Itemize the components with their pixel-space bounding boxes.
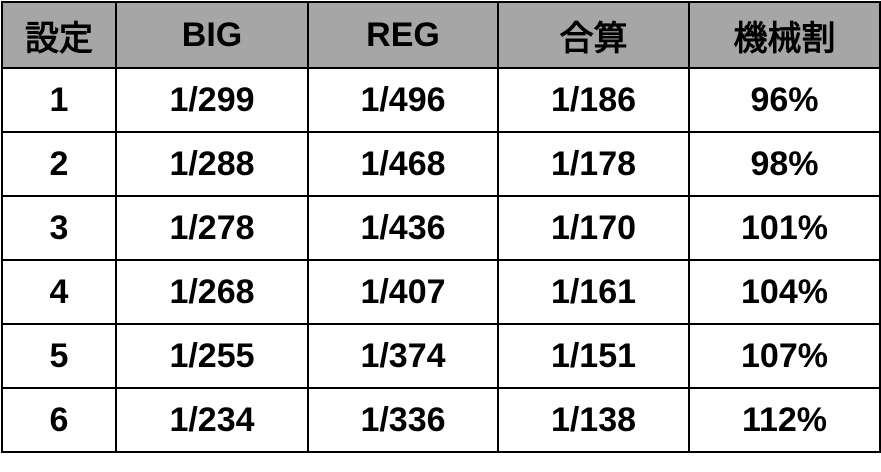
table-cell: 1/178: [497, 131, 690, 197]
table-cell: 1/170: [497, 195, 690, 261]
table-cell: 1/255: [115, 323, 309, 389]
table-cell: 104%: [688, 259, 881, 325]
table-cell: 112%: [688, 387, 881, 453]
table-cell: 1/436: [307, 195, 499, 261]
table-row: 5 1/255 1/374 1/151 107%: [1, 323, 881, 389]
table-cell: 96%: [688, 67, 881, 133]
table-cell: 1: [1, 67, 117, 133]
data-table: 設定 BIG REG 合算 機械割 1 1/299 1/496 1/186 96% 2 1/288 1…: [1, 1, 881, 453]
table-row: 6 1/234 1/336 1/138 112%: [1, 387, 881, 453]
table-cell: 1/268: [115, 259, 309, 325]
table-row: 2 1/288 1/468 1/178 98%: [1, 131, 881, 197]
table-cell: 101%: [688, 195, 881, 261]
table-cell: 1/374: [307, 323, 499, 389]
table-cell: 1/468: [307, 131, 499, 197]
header-cell: 合算: [497, 1, 690, 69]
table-row: 3 1/278 1/436 1/170 101%: [1, 195, 881, 261]
table-row: 1 1/299 1/496 1/186 96%: [1, 67, 881, 133]
header-cell: 設定: [1, 1, 117, 69]
header-cell: REG: [307, 1, 499, 69]
table-cell: 1/299: [115, 67, 309, 133]
table-cell: 2: [1, 131, 117, 197]
table-cell: 1/336: [307, 387, 499, 453]
table-cell: 1/138: [497, 387, 690, 453]
table-row: 4 1/268 1/407 1/161 104%: [1, 259, 881, 325]
table-cell: 1/234: [115, 387, 309, 453]
table-cell: 1/496: [307, 67, 499, 133]
header-cell: BIG: [115, 1, 309, 69]
table-cell: 3: [1, 195, 117, 261]
table-body: 1 1/299 1/496 1/186 96% 2 1/288 1/468 1/178 98% 3 1…: [1, 67, 881, 453]
table-cell: 1/407: [307, 259, 499, 325]
header-row: 設定 BIG REG 合算 機械割: [1, 1, 881, 69]
table-cell: 107%: [688, 323, 881, 389]
table-cell: 1/186: [497, 67, 690, 133]
header-cell: 機械割: [688, 1, 881, 69]
table-cell: 1/278: [115, 195, 309, 261]
table-cell: 1/161: [497, 259, 690, 325]
table-cell: 5: [1, 323, 117, 389]
table-cell: 98%: [688, 131, 881, 197]
table-cell: 1/288: [115, 131, 309, 197]
table-cell: 6: [1, 387, 117, 453]
table-cell: 1/151: [497, 323, 690, 389]
table-cell: 4: [1, 259, 117, 325]
